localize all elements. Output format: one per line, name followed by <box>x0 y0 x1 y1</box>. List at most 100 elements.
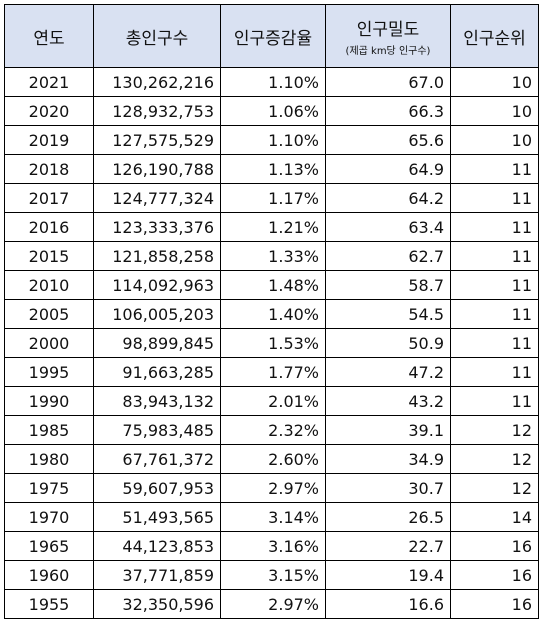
header-total-population: 총인구수 <box>93 4 221 68</box>
table-row: 2000 98,899,845 1.53% 50.9 11 <box>4 328 539 358</box>
cell-population-density: 63.4 <box>325 212 451 242</box>
cell-population-density: 16.6 <box>325 589 451 619</box>
table-row: 2017 124,777,324 1.17% 64.2 11 <box>4 183 539 213</box>
cell-population-density: 64.9 <box>325 154 451 184</box>
cell-population-rank: 10 <box>450 125 539 155</box>
table-row: 1965 44,123,853 3.16% 22.7 16 <box>4 531 539 561</box>
cell-growth-rate: 1.77% <box>220 357 326 387</box>
cell-growth-rate: 1.06% <box>220 96 326 126</box>
cell-population-density: 22.7 <box>325 531 451 561</box>
cell-population-rank: 12 <box>450 415 539 445</box>
cell-growth-rate: 3.15% <box>220 560 326 590</box>
cell-year: 1955 <box>4 589 94 619</box>
cell-year: 1980 <box>4 444 94 474</box>
table-row: 1970 51,493,565 3.14% 26.5 14 <box>4 502 539 532</box>
header-row: 연도 총인구수 인구증감율 인구밀도 (제곱 km당 인구수) 인구순위 <box>4 4 539 68</box>
cell-population-rank: 11 <box>450 270 539 300</box>
cell-total-population: 32,350,596 <box>93 589 221 619</box>
cell-growth-rate: 1.10% <box>220 67 326 97</box>
cell-population-density: 50.9 <box>325 328 451 358</box>
cell-year: 1990 <box>4 386 94 416</box>
table-row: 1960 37,771,859 3.15% 19.4 16 <box>4 560 539 590</box>
cell-population-rank: 11 <box>450 212 539 242</box>
cell-population-rank: 11 <box>450 328 539 358</box>
cell-population-density: 39.1 <box>325 415 451 445</box>
cell-year: 2021 <box>4 67 94 97</box>
cell-year: 1975 <box>4 473 94 503</box>
cell-year: 2005 <box>4 299 94 329</box>
cell-total-population: 51,493,565 <box>93 502 221 532</box>
header-population-density: 인구밀도 (제곱 km당 인구수) <box>325 4 451 68</box>
cell-growth-rate: 2.97% <box>220 589 326 619</box>
cell-population-density: 58.7 <box>325 270 451 300</box>
table-row: 2016 123,333,376 1.21% 63.4 11 <box>4 212 539 242</box>
table-row: 1980 67,761,372 2.60% 34.9 12 <box>4 444 539 474</box>
cell-year: 1965 <box>4 531 94 561</box>
cell-total-population: 59,607,953 <box>93 473 221 503</box>
cell-growth-rate: 2.97% <box>220 473 326 503</box>
cell-total-population: 37,771,859 <box>93 560 221 590</box>
cell-population-rank: 11 <box>450 183 539 213</box>
table-body: 2021 130,262,216 1.10% 67.0 10 2020 128,932,75… <box>4 67 539 619</box>
table-row: 1985 75,983,485 2.32% 39.1 12 <box>4 415 539 445</box>
table-row: 2021 130,262,216 1.10% 67.0 10 <box>4 67 539 97</box>
cell-year: 1970 <box>4 502 94 532</box>
header-density-unit: (제곱 km당 인구수) <box>345 46 431 57</box>
cell-population-density: 62.7 <box>325 241 451 271</box>
cell-year: 2016 <box>4 212 94 242</box>
cell-total-population: 75,983,485 <box>93 415 221 445</box>
cell-population-rank: 11 <box>450 154 539 184</box>
cell-population-density: 66.3 <box>325 96 451 126</box>
table-row: 2015 121,858,258 1.33% 62.7 11 <box>4 241 539 271</box>
cell-population-rank: 11 <box>450 386 539 416</box>
table-header: 연도 총인구수 인구증감율 인구밀도 (제곱 km당 인구수) 인구순위 <box>4 4 539 68</box>
table-row: 2010 114,092,963 1.48% 58.7 11 <box>4 270 539 300</box>
cell-growth-rate: 1.13% <box>220 154 326 184</box>
cell-population-rank: 12 <box>450 473 539 503</box>
cell-population-rank: 16 <box>450 531 539 561</box>
cell-growth-rate: 1.33% <box>220 241 326 271</box>
cell-population-rank: 11 <box>450 299 539 329</box>
table-row: 2019 127,575,529 1.10% 65.6 10 <box>4 125 539 155</box>
cell-population-density: 43.2 <box>325 386 451 416</box>
cell-growth-rate: 1.17% <box>220 183 326 213</box>
cell-population-rank: 16 <box>450 560 539 590</box>
cell-growth-rate: 3.16% <box>220 531 326 561</box>
cell-year: 2000 <box>4 328 94 358</box>
cell-population-rank: 11 <box>450 357 539 387</box>
header-population-rank: 인구순위 <box>450 4 539 68</box>
cell-growth-rate: 2.01% <box>220 386 326 416</box>
cell-total-population: 130,262,216 <box>93 67 221 97</box>
cell-total-population: 114,092,963 <box>93 270 221 300</box>
cell-total-population: 128,932,753 <box>93 96 221 126</box>
cell-growth-rate: 2.60% <box>220 444 326 474</box>
cell-population-density: 47.2 <box>325 357 451 387</box>
header-growth-rate: 인구증감율 <box>220 4 326 68</box>
cell-growth-rate: 1.48% <box>220 270 326 300</box>
header-year: 연도 <box>4 4 94 68</box>
cell-total-population: 106,005,203 <box>93 299 221 329</box>
cell-population-density: 64.2 <box>325 183 451 213</box>
cell-population-density: 26.5 <box>325 502 451 532</box>
cell-growth-rate: 3.14% <box>220 502 326 532</box>
cell-total-population: 127,575,529 <box>93 125 221 155</box>
table-row: 1975 59,607,953 2.97% 30.7 12 <box>4 473 539 503</box>
cell-population-rank: 12 <box>450 444 539 474</box>
cell-growth-rate: 1.53% <box>220 328 326 358</box>
cell-growth-rate: 1.21% <box>220 212 326 242</box>
cell-total-population: 44,123,853 <box>93 531 221 561</box>
cell-total-population: 123,333,376 <box>93 212 221 242</box>
table-row: 1990 83,943,132 2.01% 43.2 11 <box>4 386 539 416</box>
cell-population-rank: 14 <box>450 502 539 532</box>
cell-population-density: 34.9 <box>325 444 451 474</box>
cell-year: 1960 <box>4 560 94 590</box>
cell-total-population: 67,761,372 <box>93 444 221 474</box>
cell-year: 1995 <box>4 357 94 387</box>
table-row: 1995 91,663,285 1.77% 47.2 11 <box>4 357 539 387</box>
cell-total-population: 124,777,324 <box>93 183 221 213</box>
cell-year: 1985 <box>4 415 94 445</box>
cell-population-density: 65.6 <box>325 125 451 155</box>
cell-total-population: 83,943,132 <box>93 386 221 416</box>
cell-population-density: 67.0 <box>325 67 451 97</box>
cell-year: 2017 <box>4 183 94 213</box>
